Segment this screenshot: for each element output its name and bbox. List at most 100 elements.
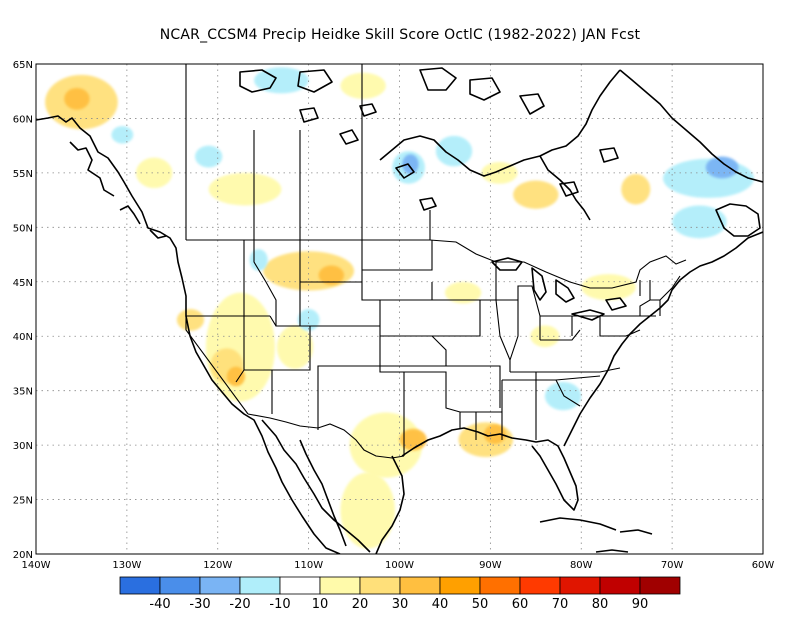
lat-tick-label: 20N bbox=[13, 550, 33, 561]
anomaly-sierra-orange bbox=[226, 366, 246, 387]
colorbar-label: 20 bbox=[352, 597, 369, 612]
colorbar-label: -40 bbox=[149, 597, 170, 612]
alaska-coast bbox=[36, 115, 341, 554]
axis-labels: 140W 130W 120W 110W 100W 90W 80W 70W 60W 20N 25N 30… bbox=[13, 60, 775, 571]
lon-tick-label: 120W bbox=[203, 560, 232, 571]
anomaly-mexico-yellow bbox=[340, 472, 395, 549]
anomaly-ohio-yellow bbox=[530, 325, 560, 348]
colorbar-swatch bbox=[599, 576, 641, 595]
lat-tick-label: 30N bbox=[13, 441, 33, 452]
anomaly-oregon-yellow bbox=[176, 309, 205, 331]
lon-tick-label: 70W bbox=[661, 560, 684, 571]
lat-tick-label: 40N bbox=[13, 332, 33, 343]
canada-provinces bbox=[185, 64, 431, 240]
colorbar-swatch bbox=[159, 576, 201, 595]
colorbar-swatch bbox=[479, 576, 521, 595]
colorbar-swatch bbox=[639, 576, 681, 595]
baja-coast bbox=[261, 419, 371, 553]
plot-frame bbox=[35, 63, 764, 555]
anomaly-gulf-blue bbox=[672, 205, 727, 239]
gulf-coast bbox=[401, 427, 579, 511]
colorbar-swatch bbox=[359, 576, 401, 595]
colorbar-label: 60 bbox=[512, 597, 529, 612]
colorbar-swatch bbox=[119, 576, 161, 595]
lon-tick-label: 80W bbox=[570, 560, 593, 571]
caribbean bbox=[539, 517, 653, 553]
colorbar-swatch bbox=[519, 576, 561, 595]
colorbar-label: -10 bbox=[269, 597, 290, 612]
coastline-layer bbox=[36, 67, 763, 554]
lon-tick-label: 60W bbox=[752, 560, 775, 571]
colorbar-swatch bbox=[559, 576, 601, 595]
colorbar-label: 70 bbox=[552, 597, 569, 612]
anomaly-manitoba-blue-core bbox=[402, 154, 419, 174]
anomaly-wyoming-blue bbox=[297, 309, 320, 331]
great-lakes bbox=[491, 257, 627, 321]
colorbar-label: 90 bbox=[632, 597, 649, 612]
lon-tick-label: 140W bbox=[22, 560, 51, 571]
lat-lon-grid bbox=[36, 64, 763, 554]
mexico-gulf-coast bbox=[299, 439, 405, 554]
anomaly-alaska-orange bbox=[64, 87, 90, 110]
lat-tick-label: 55N bbox=[13, 169, 33, 180]
anomaly-nwt-yellow bbox=[340, 72, 386, 99]
anomaly-idaho-blue bbox=[249, 249, 268, 271]
anomaly-hudson-blue bbox=[435, 135, 473, 167]
arctic-islands bbox=[239, 67, 545, 115]
lat-tick-label: 25N bbox=[13, 496, 33, 507]
map-title: NCAR_CCSM4 Precip Heidke Skill Score Oct… bbox=[159, 27, 641, 43]
colorbar-label: 50 bbox=[472, 597, 489, 612]
skill-anomaly-layer bbox=[45, 67, 754, 549]
colorbar-label: 40 bbox=[432, 597, 449, 612]
anomaly-bc-yellow bbox=[135, 157, 173, 189]
colorbar-label: 30 bbox=[392, 597, 409, 612]
anomaly-labrador-blue-core bbox=[705, 156, 739, 179]
colorbar: -40 -30 -20 -10 10 20 30 40 50 60 70 80 90 bbox=[119, 576, 681, 612]
mountain-states bbox=[299, 240, 447, 430]
lon-tick-label: 110W bbox=[294, 560, 323, 571]
anomaly-utah-yellow bbox=[276, 325, 314, 369]
colorbar-swatch bbox=[399, 576, 441, 595]
anomaly-alberta-yellow bbox=[208, 172, 282, 206]
anomaly-louisiana-yellow bbox=[458, 422, 514, 458]
lat-tick-label: 35N bbox=[13, 387, 33, 398]
anomaly-yukon-blue bbox=[111, 126, 134, 144]
anomaly-quebec-yellow bbox=[621, 173, 651, 205]
midwest-states bbox=[480, 262, 626, 361]
us-mexico-border bbox=[247, 413, 405, 459]
lat-tick-label: 45N bbox=[13, 278, 33, 289]
colorbar-swatch bbox=[279, 576, 321, 595]
southern-states bbox=[460, 367, 621, 440]
anomaly-bc-blue bbox=[195, 145, 223, 168]
anomaly-carolina-blue bbox=[544, 381, 582, 411]
colorbar-swatch bbox=[199, 576, 241, 595]
lon-tick-label: 100W bbox=[385, 560, 414, 571]
atlantic-coast bbox=[563, 231, 763, 447]
us-canada-border bbox=[186, 239, 687, 289]
lon-tick-label: 130W bbox=[112, 560, 141, 571]
colorbar-swatch bbox=[239, 576, 281, 595]
canada-lakes bbox=[299, 103, 619, 211]
colorbar-label: -30 bbox=[189, 597, 210, 612]
hudson-bay-coast bbox=[379, 69, 621, 221]
anomaly-montana-orange bbox=[318, 265, 345, 286]
lon-tick-label: 90W bbox=[479, 560, 502, 571]
lat-tick-label: 50N bbox=[13, 223, 33, 234]
colorbar-label: 80 bbox=[592, 597, 609, 612]
labrador-coast bbox=[619, 69, 763, 183]
colorbar-swatch bbox=[319, 576, 361, 595]
lat-tick-label: 65N bbox=[13, 60, 33, 71]
northeast-states bbox=[600, 275, 681, 337]
plains-states bbox=[318, 299, 511, 456]
anomaly-ontario-yellow-2 bbox=[513, 180, 559, 209]
western-states bbox=[185, 240, 311, 415]
anomaly-minnesota-yellow bbox=[444, 281, 482, 304]
bc-islands bbox=[69, 141, 167, 239]
newfoundland bbox=[715, 203, 761, 237]
colorbar-label: 10 bbox=[312, 597, 329, 612]
lat-tick-label: 60N bbox=[13, 114, 33, 125]
colorbar-swatch bbox=[439, 576, 481, 595]
state-border-layer bbox=[185, 64, 687, 459]
colorbar-label: -20 bbox=[229, 597, 250, 612]
